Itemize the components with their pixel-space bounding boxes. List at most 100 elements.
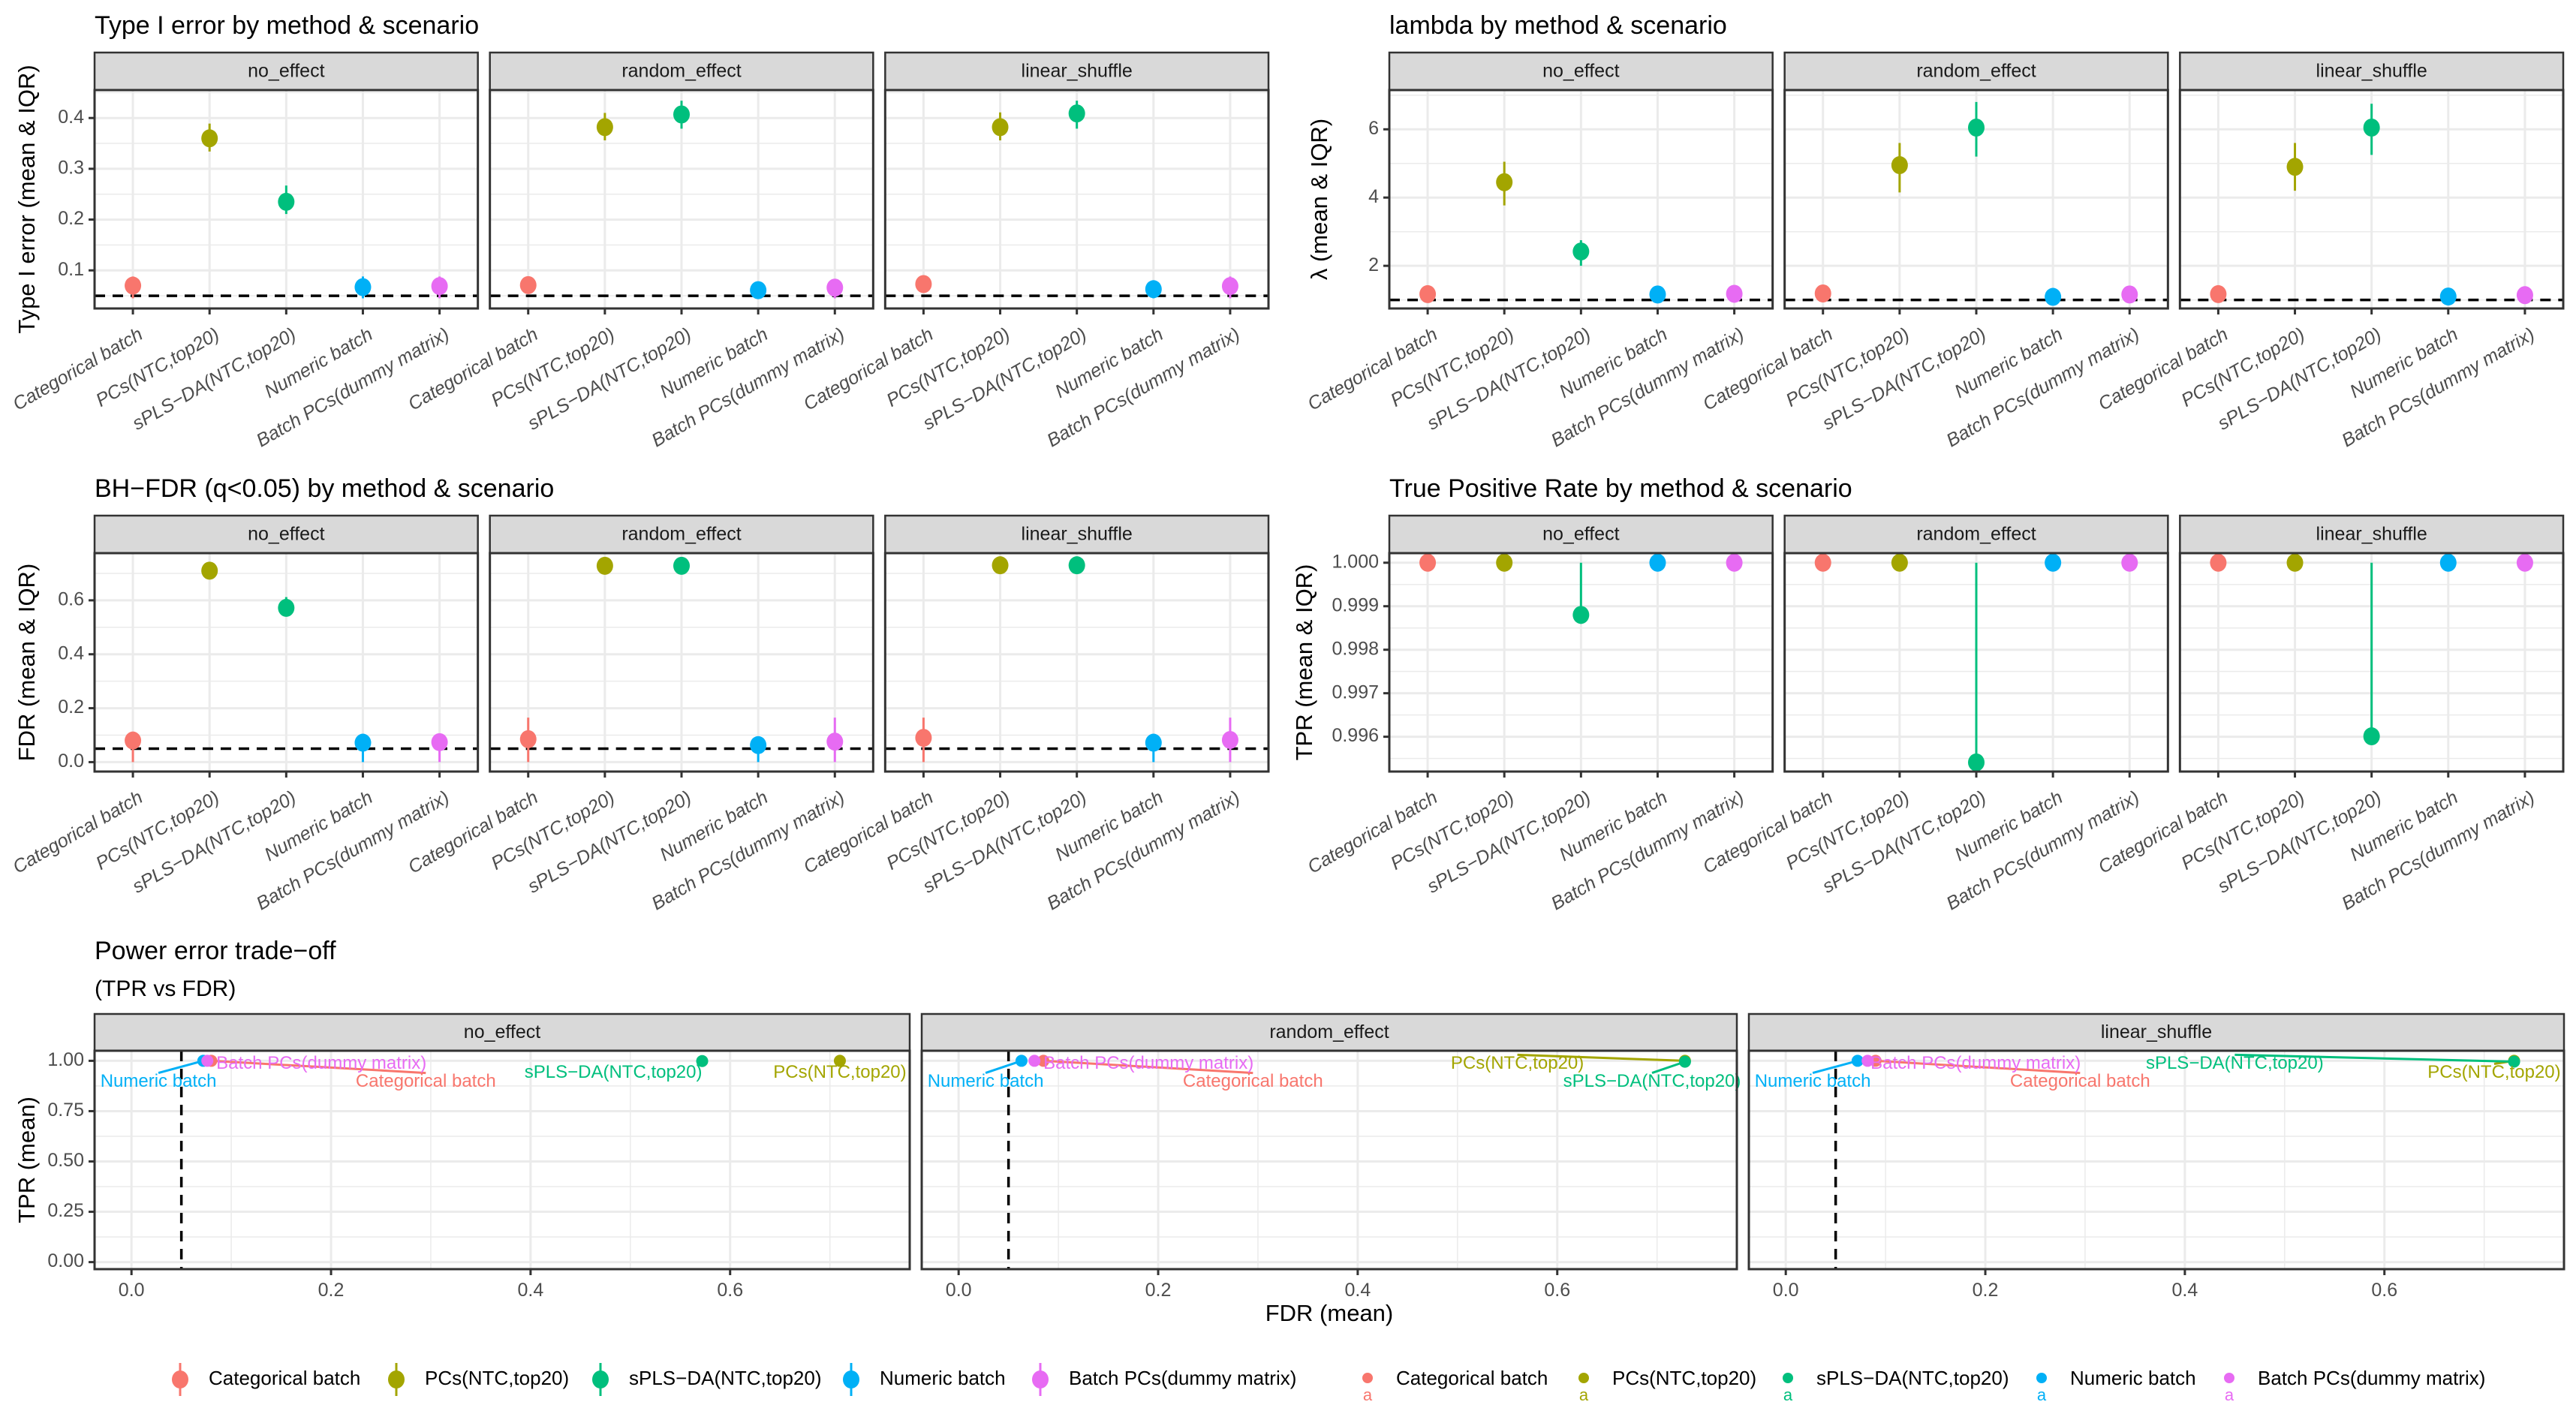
point-2	[2508, 1055, 2520, 1068]
lambda-title: lambda by method & scenario	[1389, 11, 1727, 40]
point-label: Numeric batch	[928, 1071, 1044, 1091]
xtick-label: 0.6	[2371, 1280, 2397, 1301]
mean-point-1	[1496, 173, 1513, 191]
mean-point-2	[1572, 606, 1590, 624]
tpr-ytick-label: 1.000	[1332, 551, 1379, 572]
mean-point-4	[2121, 553, 2138, 572]
legend-label: sPLS−DA(NTC,top20)	[1816, 1367, 2009, 1389]
point-label: sPLS−DA(NTC,top20)	[525, 1062, 703, 1082]
fdr-ytick-label: 0.4	[58, 642, 84, 663]
panel-background	[1749, 1051, 2564, 1269]
point-label: Numeric batch	[101, 1071, 217, 1091]
tradeoff-subtitle: (TPR vs FDR)	[95, 976, 236, 1001]
tpr-ytick-label: 0.998	[1332, 638, 1379, 659]
type1-ylabel: Type I error (mean & IQR)	[14, 65, 40, 333]
xtick-label: 0.6	[1544, 1280, 1570, 1301]
label-leader-line	[1875, 1059, 2081, 1075]
mean-point-1	[201, 561, 218, 580]
legend-label: Batch PCs(dummy matrix)	[1069, 1367, 1296, 1389]
legend-label: PCs(NTC,top20)	[425, 1367, 569, 1389]
legend-label: Categorical batch	[1396, 1367, 1548, 1389]
tradeoff-chart: TPR (mean) 0.00 0.25 0.50 0.75 1.00 FDR (mean)…	[14, 1012, 2565, 1326]
mean-point-4	[826, 278, 844, 297]
mean-point-0	[915, 729, 932, 748]
facet-strip-label: no_effect	[248, 61, 324, 82]
xtick-label: 0.2	[318, 1280, 345, 1301]
panel-border	[883, 89, 1270, 310]
mean-point-2	[1068, 104, 1085, 123]
mean-point-4	[1221, 730, 1238, 749]
tpr-ytick-label: 0.999	[1332, 594, 1379, 615]
legend-item-label: a PCs(NTC,top20)	[1578, 1367, 1756, 1404]
facet-strip	[884, 51, 1270, 92]
legend-key-glyph: a	[2225, 1385, 2234, 1404]
mean-point-2	[278, 598, 295, 617]
facet-strip-label: no_effect	[1542, 524, 1619, 545]
label-leader-line	[1517, 1053, 1685, 1062]
mean-point-3	[1649, 285, 1666, 304]
facet-strip-label: random_effect	[621, 61, 741, 82]
mean-point-3	[1145, 280, 1162, 299]
mean-point-2	[1968, 753, 1985, 772]
panel-border	[489, 552, 874, 773]
facet-strip-label: random_effect	[1916, 61, 2036, 82]
panel-border	[1388, 89, 1774, 310]
legend-key-glyph: a	[2037, 1385, 2047, 1404]
legend-key-point	[1578, 1373, 1589, 1383]
tpr-title: True Positive Rate by method & scenario	[1389, 474, 1852, 503]
mean-point-2	[1068, 556, 1085, 575]
mean-point-3	[750, 281, 767, 299]
legend-label: Numeric batch	[880, 1367, 1006, 1389]
tradeoff-ytick-label: 0.50	[47, 1150, 84, 1171]
mean-point-1	[2286, 553, 2304, 572]
facet-strip-label: linear_shuffle	[1022, 61, 1133, 82]
legend-item-pointrange: Batch PCs(dummy matrix)	[1032, 1363, 1296, 1396]
point-4	[201, 1054, 214, 1067]
mean-point-4	[1221, 277, 1238, 296]
panel-border	[489, 89, 874, 310]
mean-point-4	[2516, 553, 2533, 572]
mean-point-2	[1968, 119, 1985, 137]
legend-item-label: a Categorical batch	[1362, 1367, 1548, 1404]
legend-key-point	[1783, 1373, 1793, 1383]
legend-item-label: a Numeric batch	[2036, 1367, 2196, 1404]
type1-ytick-label: 0.3	[58, 158, 84, 179]
point-0	[1037, 1054, 1050, 1067]
mean-point-0	[915, 275, 932, 293]
panel-border	[93, 89, 480, 310]
mean-point-3	[354, 733, 372, 752]
legend-key-point	[2224, 1373, 2234, 1383]
lambda-ytick-label: 2	[1368, 254, 1379, 275]
legend-item-label: a sPLS−DA(NTC,top20)	[1783, 1367, 2009, 1404]
mean-point-0	[125, 276, 142, 295]
mean-point-1	[992, 118, 1009, 137]
facet-strip-label: no_effect	[1542, 61, 1619, 82]
label-leader-line	[985, 1059, 1022, 1074]
point-label: sPLS−DA(NTC,top20)	[2146, 1053, 2324, 1073]
legend-label: Batch PCs(dummy matrix)	[2258, 1367, 2485, 1389]
facet-strip	[489, 514, 874, 555]
xtick-label: 0.6	[717, 1280, 743, 1301]
mean-point-1	[1891, 553, 1908, 572]
xtick-label: 0.2	[1145, 1280, 1172, 1301]
legend-label: Categorical batch	[209, 1367, 360, 1389]
legend-key-point	[2036, 1373, 2047, 1383]
facet-strip	[2179, 51, 2565, 92]
legend-key-point	[1362, 1373, 1373, 1383]
facet-strip-label: random_effect	[1269, 1021, 1389, 1042]
mean-point-1	[596, 556, 613, 575]
facet-strip-label: linear_shuffle	[1022, 524, 1133, 545]
point-label: PCs(NTC,top20)	[2427, 1062, 2560, 1082]
legend-key-point	[843, 1370, 859, 1388]
facet-strip-label: linear_shuffle	[2316, 61, 2427, 82]
mean-point-2	[673, 556, 690, 575]
mean-point-1	[992, 556, 1009, 575]
panel-border	[2178, 552, 2565, 773]
mean-point-2	[1572, 242, 1590, 261]
panel-border	[1388, 552, 1774, 773]
facet-strip-label: no_effect	[248, 524, 324, 545]
mean-point-3	[1649, 553, 1666, 572]
type1-title: Type I error by method & scenario	[95, 11, 479, 40]
legend: Categorical batch PCs(NTC,top20) sPLS−DA(N…	[172, 1363, 2485, 1404]
